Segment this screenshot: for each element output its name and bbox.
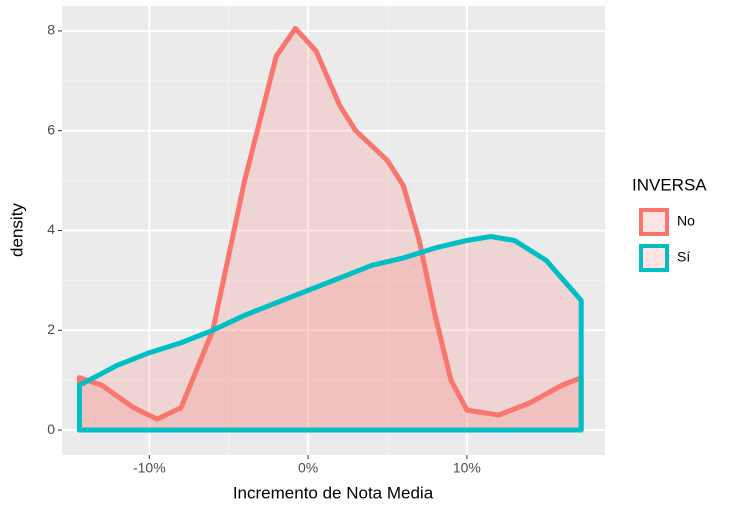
density-area: [76, 233, 584, 433]
legend-title: INVERSA: [632, 175, 707, 194]
y-tick-label: 4: [47, 221, 55, 237]
y-tick-label: 8: [47, 22, 55, 38]
legend-key: [639, 208, 669, 236]
y-tick-label: 2: [47, 321, 55, 337]
x-tick-label: 0%: [298, 460, 318, 476]
x-axis-label: Incremento de Nota Media: [233, 483, 434, 502]
x-tick-label: 10%: [453, 460, 481, 476]
legend-key: [639, 244, 669, 272]
legend-label: Sí: [677, 249, 690, 265]
y-tick-label: 6: [47, 121, 55, 137]
y-axis-label: density: [7, 203, 26, 257]
x-tick-label: -10%: [133, 460, 166, 476]
y-tick-label: 0: [47, 421, 55, 437]
legend-label: No: [677, 213, 695, 229]
density-area: [76, 25, 584, 433]
